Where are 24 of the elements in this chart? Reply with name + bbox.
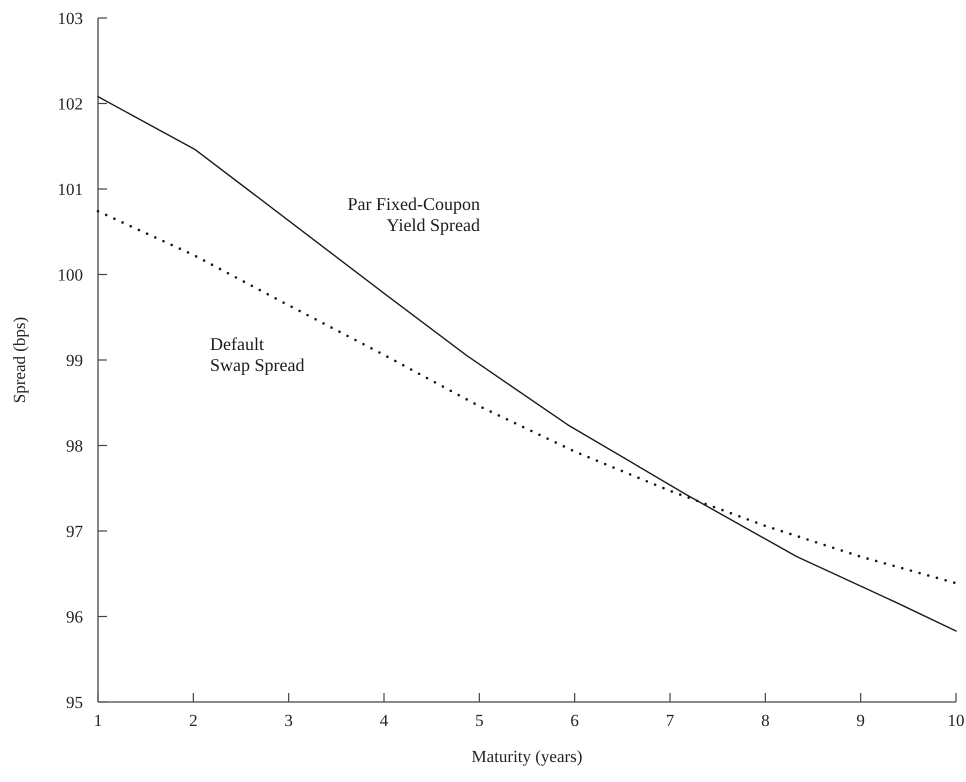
x-tick-label: 7 (666, 711, 675, 730)
x-tick-label: 5 (475, 711, 484, 730)
line-series (97, 96, 957, 632)
x-tick-label: 4 (380, 711, 389, 730)
y-tick-label: 103 (58, 8, 83, 28)
y-axis-title: Spread (bps) (10, 316, 29, 404)
x-tick-label: 8 (761, 711, 770, 730)
y-tick-label: 101 (58, 180, 83, 199)
x-axis-title: Maturity (years) (472, 747, 582, 766)
series-label: Default Swap Spread (210, 334, 304, 375)
y-tick-label: 98 (66, 436, 83, 456)
x-tick-label: 2 (189, 711, 198, 730)
y-tick-label: 96 (66, 607, 83, 626)
y-tick-label: 97 (66, 522, 84, 541)
x-tick-label: 6 (570, 711, 579, 730)
x-tick-label: 10 (948, 711, 964, 730)
y-tick-label: 95 (66, 692, 83, 712)
series-label: Par Fixed-Coupon Yield Spread (348, 194, 480, 235)
x-tick-label: 3 (284, 711, 293, 730)
x-tick-label: 1 (94, 711, 102, 730)
y-tick-label: 100 (58, 265, 83, 284)
x-tick-label: 9 (856, 711, 865, 730)
y-tick-label: 102 (58, 94, 83, 114)
y-tick-label: 99 (66, 350, 83, 370)
